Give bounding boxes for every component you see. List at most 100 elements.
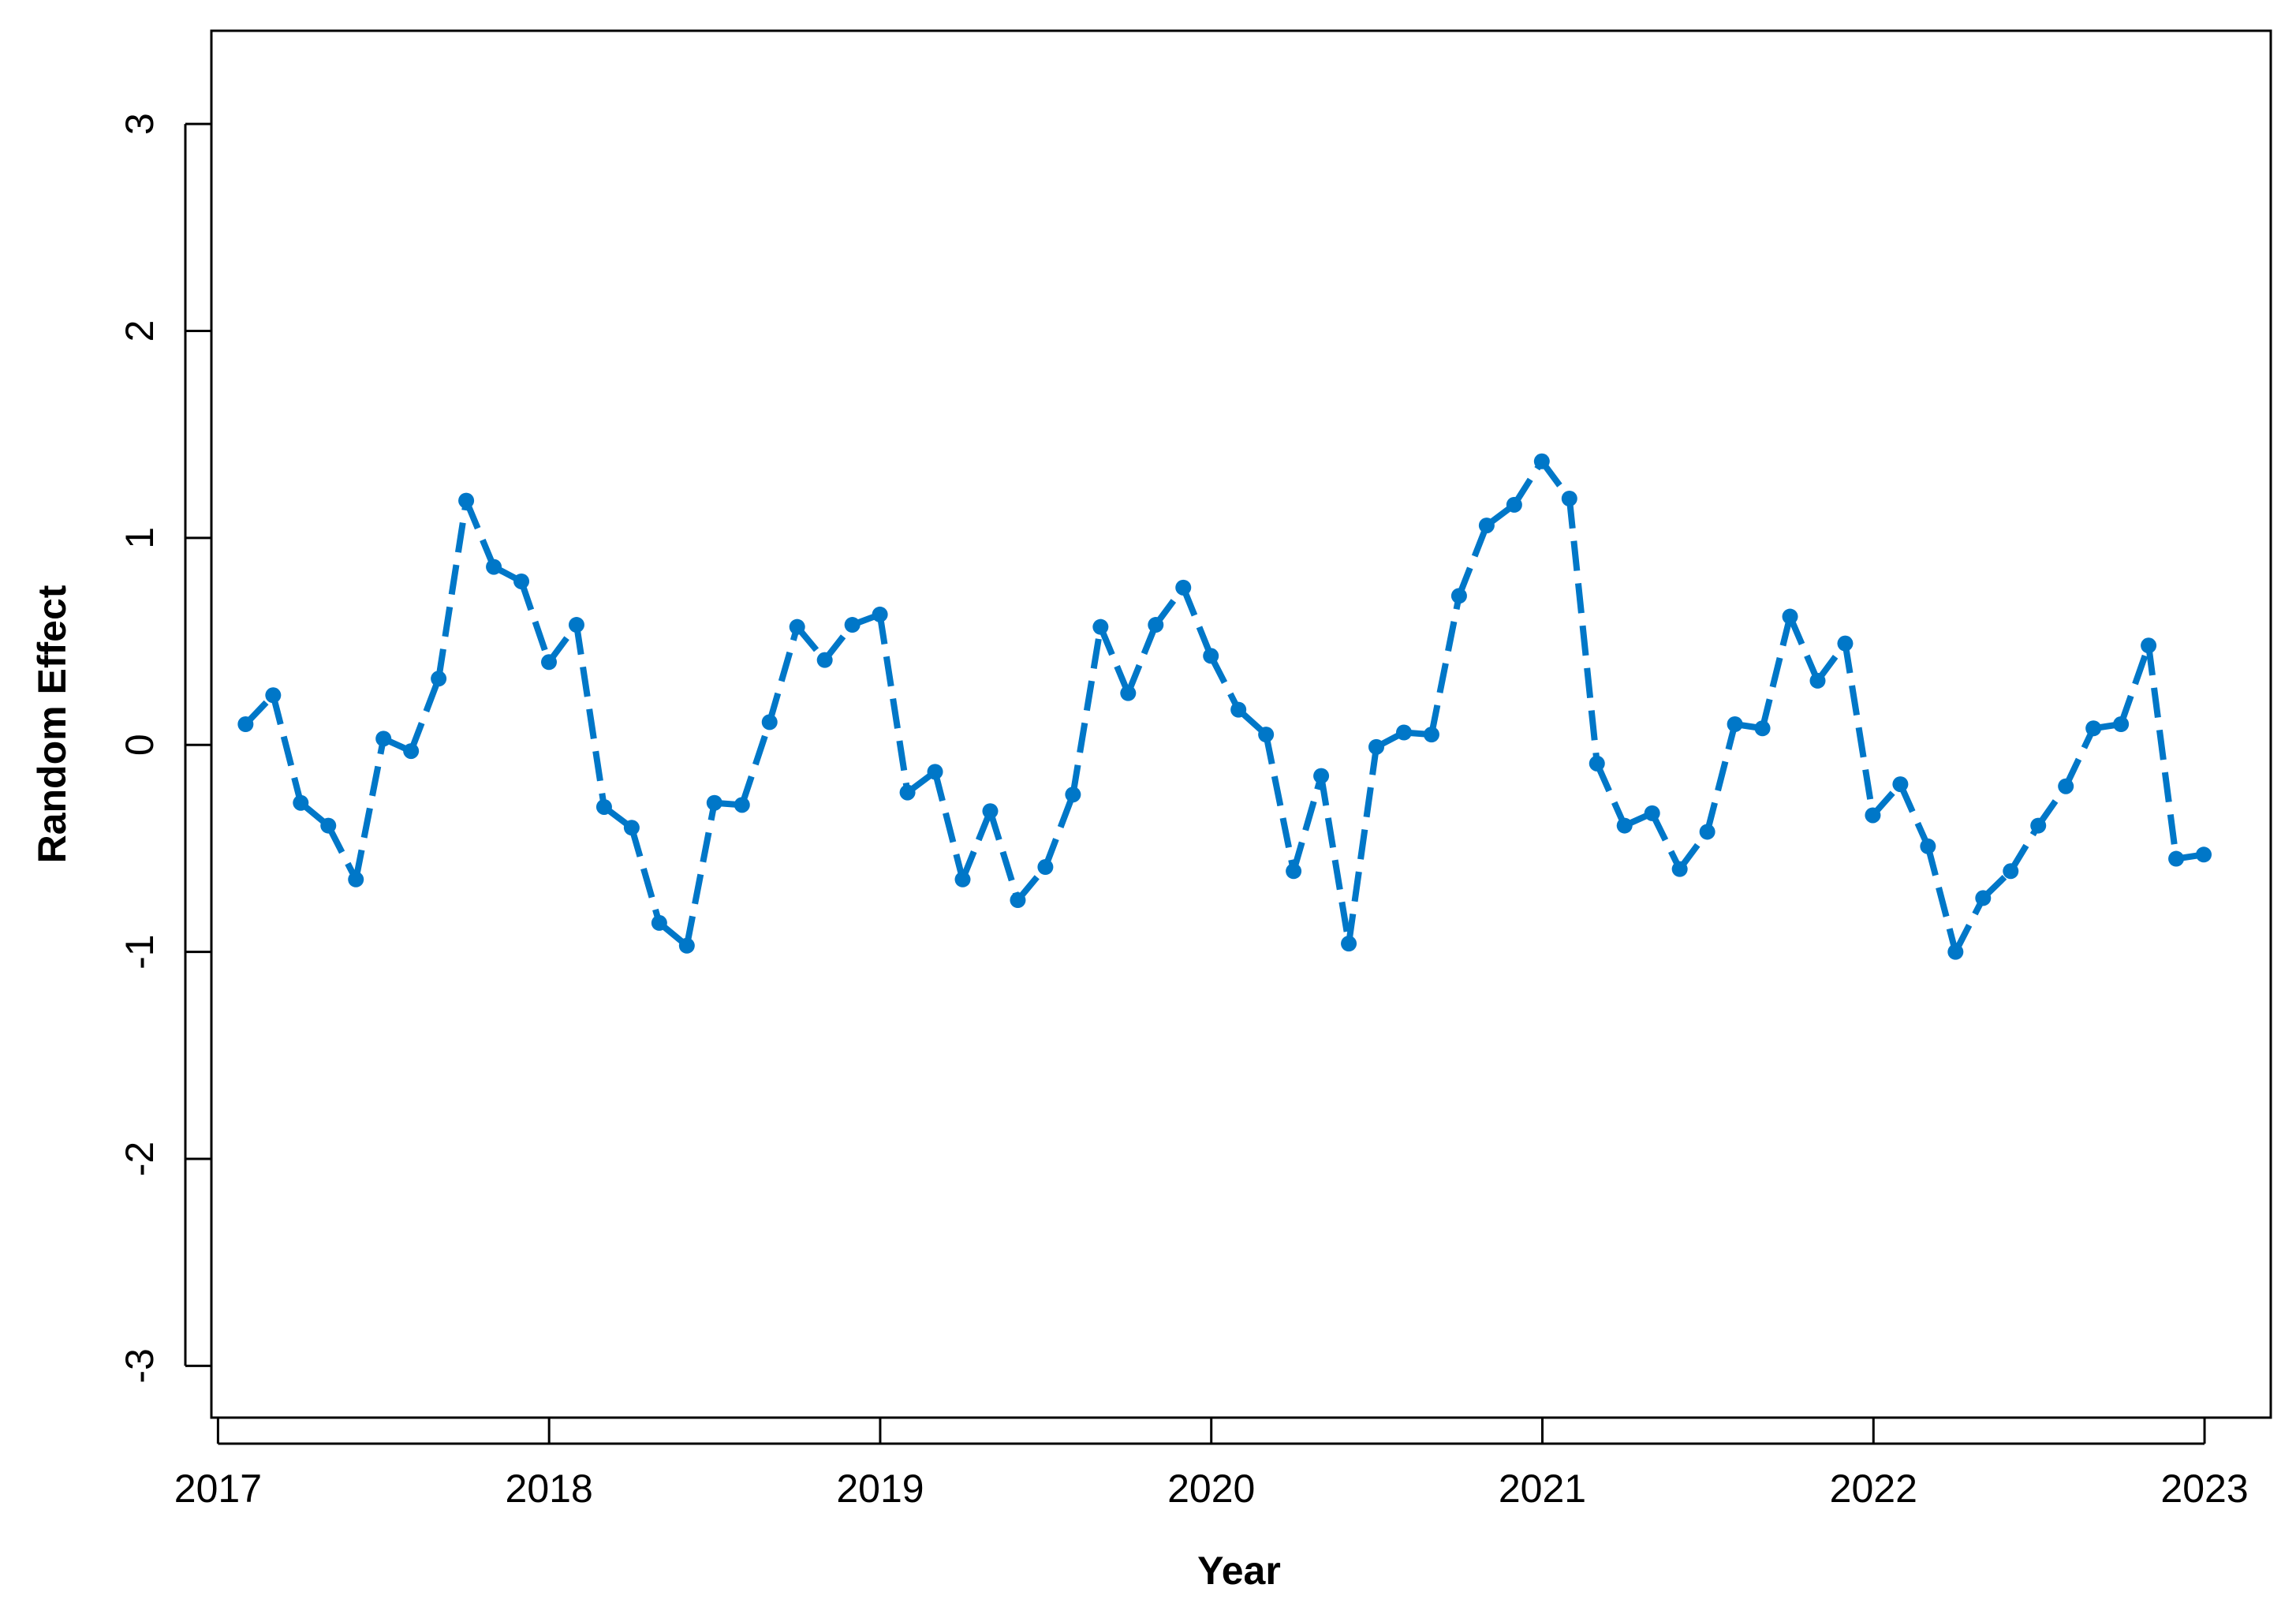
x-axis-title: Year [1197,1549,1281,1593]
series-line-segment [1097,626,1132,695]
data-point [1809,672,1826,689]
y-axis-title: Random Effect [30,585,74,863]
data-point [1699,824,1715,840]
series-line-segment [1704,723,1738,833]
data-point [1092,618,1109,635]
series-line-segment [1952,896,1986,954]
series-line-segment [1125,623,1159,695]
y-tick-label: 2 [118,320,162,342]
series-line-segment [1042,793,1077,869]
series-line-segment [931,771,966,880]
series-line-segment [683,802,718,947]
data-point [486,559,502,575]
data-point [1506,496,1522,513]
data-point [320,817,337,834]
series-line-segment [1456,524,1490,597]
series-line-segment [2118,644,2152,726]
data-point [458,492,475,509]
series-line-segment [325,824,359,881]
data-point [982,803,999,820]
data-point [1589,755,1605,772]
series-line-segment [1842,643,1876,816]
data-point [2030,817,2047,834]
data-point [1341,936,1357,952]
x-tick-label: 2020 [1167,1467,1255,1511]
data-point [1865,807,1881,824]
data-point [431,671,447,687]
data-point [1037,859,1054,876]
series-line-segment [408,677,442,753]
data-point [1286,863,1302,880]
data-point [1450,588,1467,604]
data-point [2003,863,2019,880]
plot-frame [210,29,2272,1419]
x-tick-label: 2019 [836,1467,924,1511]
data-point [1754,720,1771,737]
series-line-segment [1759,615,1794,730]
series-line-segment [738,721,773,806]
x-tick-label: 2017 [174,1467,262,1511]
series-line-segment [1428,595,1462,735]
plot-series [237,453,2212,960]
data-point [1671,861,1688,877]
data-point [1561,490,1577,506]
data-point [1395,724,1412,741]
data-point [927,764,943,780]
data-point [568,617,584,633]
series-line-segment [876,614,911,794]
y-tick-label: 3 [118,113,162,135]
x-tick-label: 2021 [1499,1467,1586,1511]
series-line-segment [2063,727,2096,788]
series-line-segment [2145,645,2180,860]
x-tick-label: 2022 [1830,1467,1917,1511]
y-axis: -3 -2 -1 0 1 2 3 [118,113,211,1384]
data-point [1616,817,1633,834]
series-line-segment [766,626,801,723]
series-line-segment [1263,734,1297,873]
data-point [541,654,558,671]
data-point [2058,778,2074,794]
data-point [1727,716,1743,732]
data-point [1148,617,1164,633]
series-line-segment [1318,775,1352,944]
data-point [2196,846,2212,863]
data-point [1423,727,1439,743]
data-point [1230,701,1247,718]
series-line-segment [1594,762,1628,828]
y-tick-label: -1 [118,934,162,969]
series-line-segment [1346,746,1379,944]
data-point [1644,805,1660,821]
series-line-segment [573,624,607,808]
data-point [844,617,861,633]
series-line-segment [1897,783,1932,848]
data-point [1478,518,1495,534]
y-tick-label: -3 [118,1348,162,1383]
data-point [2085,720,2102,737]
data-point [1258,727,1275,743]
series-line-segment [1649,812,1683,871]
y-tick-label: 0 [118,734,162,756]
series-line-segment [1511,459,1545,507]
data-point [816,652,833,668]
data-point [2113,716,2130,732]
data-point [513,573,530,589]
data-point [623,820,640,836]
data-point [1920,838,1936,854]
series-line-segment [353,738,387,880]
series-line-segment [270,694,304,804]
series-line-segment [435,500,470,679]
data-point [789,618,805,635]
data-point [1782,608,1798,625]
data-point [1368,738,1385,755]
data-point [954,871,971,887]
series-line-segment [1180,586,1214,657]
data-point [237,716,254,732]
data-point [595,798,612,815]
data-point [265,687,282,704]
data-point [761,714,778,731]
data-point [1947,944,1964,960]
series-line-segment [518,580,552,663]
data-point [1203,648,1219,664]
data-point [1975,890,1992,906]
